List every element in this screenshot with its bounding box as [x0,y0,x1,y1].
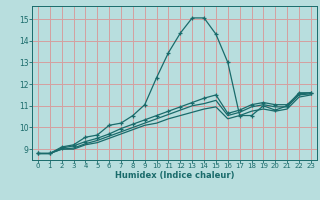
X-axis label: Humidex (Indice chaleur): Humidex (Indice chaleur) [115,171,234,180]
